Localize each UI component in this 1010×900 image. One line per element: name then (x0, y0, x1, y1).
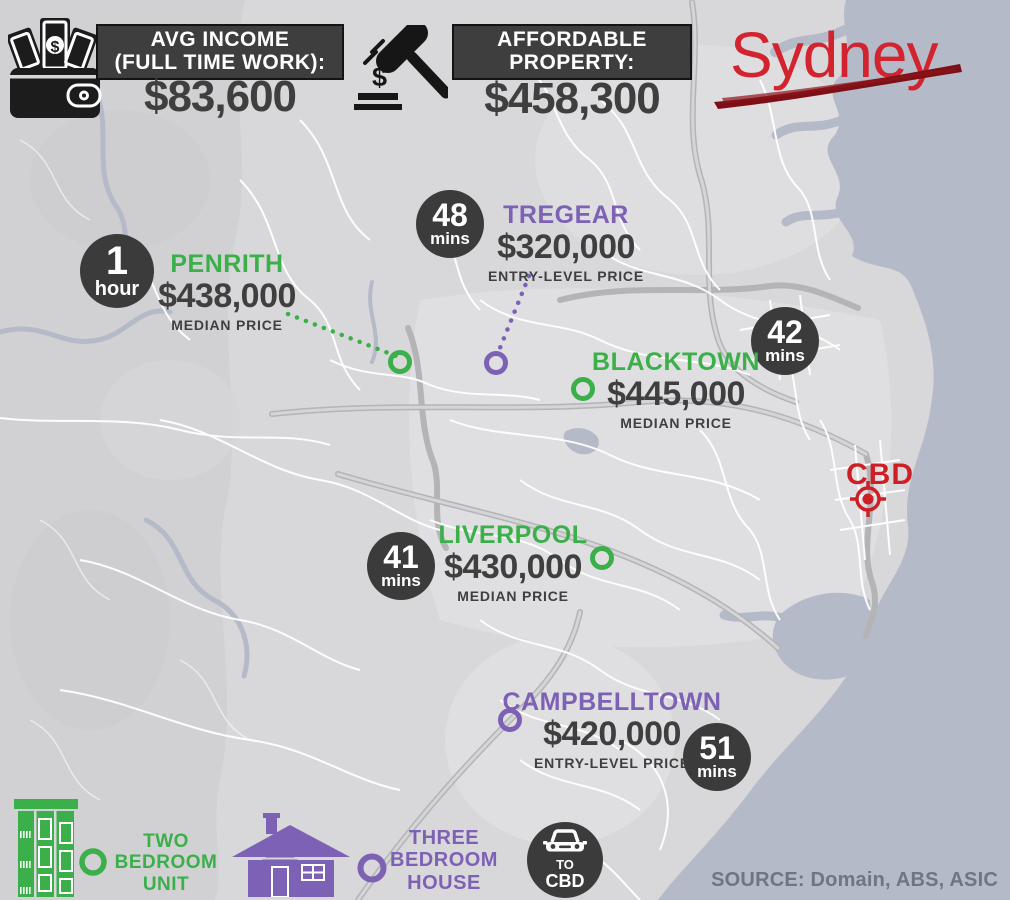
affordable-property-value: $458,300 (484, 74, 661, 123)
penrith-marker (388, 350, 412, 374)
gavel-icon: $ (354, 25, 448, 110)
time-value: 1 (105, 238, 129, 283)
suburb-price: $438,000 (158, 277, 296, 315)
legend-house-marker (357, 853, 387, 883)
tregear-dotted-line (497, 273, 532, 351)
suburb-name: TREGEAR (503, 201, 629, 229)
suburb-name: LIVERPOOL (438, 521, 588, 549)
penrith-dotted-line (285, 311, 399, 359)
suburb-price: $445,000 (607, 375, 745, 413)
legend-line: THREE (408, 827, 480, 849)
to-cbd-line2: CBD (545, 870, 585, 891)
campbelltown-marker (498, 708, 522, 732)
suburb-price-note: MEDIAN PRICE (171, 317, 283, 333)
avg-income-label-box: AVG INCOME (FULL TIME WORK): (96, 24, 344, 81)
suburb-price: $420,000 (543, 715, 681, 753)
affordable-property-label-line1: AFFORDABLE (497, 28, 647, 51)
campbelltown-label: CAMPBELLTOWN $420,000 ENTRY-LEVEL PRICE (502, 688, 722, 771)
tregear-marker (484, 351, 508, 375)
suburb-price-note: ENTRY-LEVEL PRICE (488, 268, 644, 284)
wallet-icon: $ (8, 18, 102, 118)
water-areas (563, 0, 1010, 900)
suburb-price: $430,000 (444, 548, 582, 586)
time-unit: mins (697, 762, 737, 782)
city-logo: Sydney (712, 18, 972, 110)
time-unit: hour (94, 278, 140, 301)
affordable-property-label-box: AFFORDABLE PROPERTY: (452, 24, 692, 81)
penrith-label: PENRITH $438,000 MEDIAN PRICE (158, 250, 296, 333)
campbelltown-time-badge: 51 mins (683, 723, 751, 791)
time-value: 48 (432, 196, 468, 233)
house-icon (232, 813, 350, 897)
avg-income-label-line1: AVG INCOME (150, 28, 290, 51)
to-cbd-badge: TO CBD (527, 822, 603, 898)
suburb-name: CAMPBELLTOWN (502, 688, 722, 716)
suburb-name: BLACKTOWN (592, 348, 760, 376)
source-attribution: SOURCE: Domain, ABS, ASIC (711, 869, 998, 891)
penrith-time-badge: 1 hour (80, 234, 154, 308)
dollar-glyph: $ (372, 62, 387, 92)
time-unit: mins (430, 229, 470, 249)
tregear-label: TREGEAR $320,000 ENTRY-LEVEL PRICE (488, 201, 644, 284)
contour-lines (19, 139, 251, 801)
blacktown-marker (571, 377, 595, 401)
apartment-building-icon (14, 799, 78, 897)
liverpool-marker (590, 546, 614, 570)
suburb-price-note: ENTRY-LEVEL PRICE (534, 755, 690, 771)
time-value: 51 (699, 729, 735, 766)
blacktown-label: BLACKTOWN $445,000 MEDIAN PRICE (592, 348, 760, 431)
suburb-price-note: MEDIAN PRICE (457, 588, 569, 604)
time-value: 41 (383, 538, 419, 575)
brush-stroke (714, 64, 962, 109)
to-cbd-line1: TO (556, 857, 574, 873)
time-value: 42 (767, 313, 803, 350)
cbd-label: CBD (846, 458, 914, 491)
legend-line: HOUSE (407, 871, 481, 894)
avg-income-value: $83,600 (143, 72, 297, 121)
legend-line: TWO (143, 831, 189, 852)
cbd-target-icon (850, 481, 886, 517)
blacktown-time-badge: 42 mins (751, 307, 819, 375)
time-unit: mins (381, 571, 421, 591)
suburb-name: PENRITH (170, 250, 284, 278)
avg-income-label-line2: (FULL TIME WORK): (114, 50, 326, 74)
suburb-price: $320,000 (497, 228, 635, 266)
tregear-time-badge: 48 mins (416, 190, 484, 258)
legend-unit-marker (79, 848, 107, 876)
legend-line: BEDROOM (114, 852, 218, 874)
car-icon (543, 829, 587, 852)
legend-three-bedroom-house: THREE BEDROOM HOUSE (390, 827, 498, 894)
liverpool-label: LIVERPOOL $430,000 MEDIAN PRICE (438, 521, 588, 604)
affordable-property-label-line2: PROPERTY: (509, 50, 635, 74)
legend-line: BEDROOM (390, 849, 498, 872)
liverpool-time-badge: 41 mins (367, 532, 435, 600)
time-unit: mins (765, 346, 805, 366)
legend-line: UNIT (142, 873, 190, 895)
dollar-glyph: $ (51, 39, 60, 56)
suburb-price-note: MEDIAN PRICE (620, 415, 732, 431)
legend-two-bedroom-unit: TWO BEDROOM UNIT (115, 831, 218, 895)
